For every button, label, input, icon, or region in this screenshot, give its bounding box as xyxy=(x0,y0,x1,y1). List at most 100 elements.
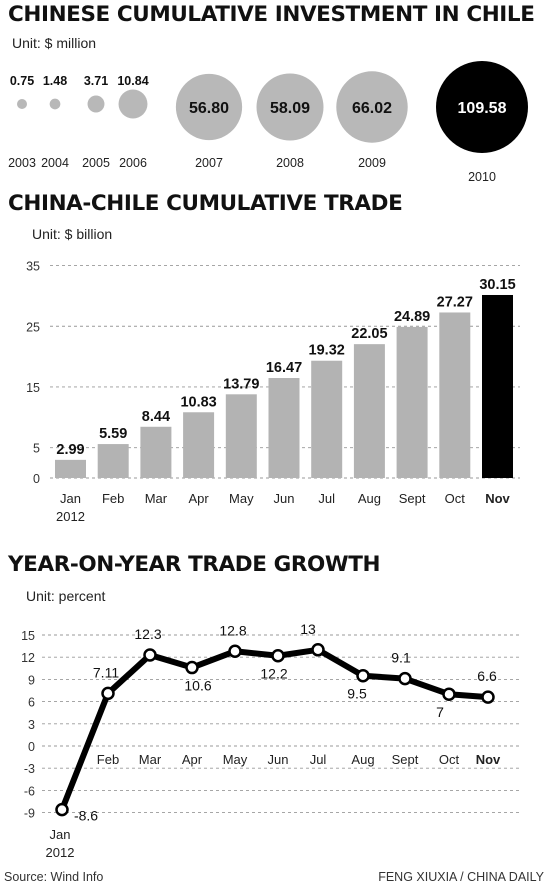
trade-x-label: Mar xyxy=(145,491,168,506)
growth-y-tick: 0 xyxy=(28,740,35,754)
trade-value-label: 10.83 xyxy=(180,394,216,410)
investment-value-label: 10.84 xyxy=(117,74,148,88)
trade-value-label: 19.32 xyxy=(309,343,345,359)
trade-y-tick: 35 xyxy=(26,260,40,274)
trade-x-year-label: 2012 xyxy=(56,509,85,524)
growth-point-Sept xyxy=(398,671,412,686)
investment-value-label: 66.02 xyxy=(352,100,392,117)
growth-value-label: 13 xyxy=(300,621,316,637)
growth-x-label: Jul xyxy=(310,752,327,767)
trade-bar-Apr xyxy=(183,412,215,478)
growth-value-label: 7 xyxy=(436,704,444,720)
growth-point-Jul xyxy=(311,643,325,657)
trade-x-label: Aug xyxy=(358,491,381,506)
trade-bar-Aug xyxy=(353,344,385,478)
trade-unit-label: Unit: $ billion xyxy=(32,226,113,242)
trade-x-label: Sept xyxy=(399,491,426,506)
growth-x-year-label: 2012 xyxy=(46,845,75,860)
trade-value-label: 2.99 xyxy=(56,442,84,458)
credit-note: FENG XIUXIA / CHINA DAILY xyxy=(378,870,544,884)
growth-x-label: Nov xyxy=(476,752,501,767)
growth-y-tick: 12 xyxy=(21,651,35,665)
investment-bubble-2006 xyxy=(118,89,148,119)
growth-value-label: -8.6 xyxy=(74,808,98,824)
growth-y-tick: -6 xyxy=(24,784,35,798)
growth-point-Aug xyxy=(356,668,370,683)
growth-point-Jun xyxy=(271,648,285,663)
growth-value-label: 7.11 xyxy=(93,664,119,680)
growth-x-label: Aug xyxy=(351,752,374,767)
trade-x-label: Feb xyxy=(102,491,124,506)
growth-x-label: Jan xyxy=(50,827,71,842)
growth-x-label: Sept xyxy=(392,752,419,767)
growth-x-label: Apr xyxy=(182,752,203,767)
investment-bubble-2007 xyxy=(175,73,243,141)
trade-value-label: 5.59 xyxy=(99,426,127,442)
growth-value-label: 9.1 xyxy=(391,650,411,666)
growth-point-May xyxy=(228,644,242,659)
growth-y-tick: -9 xyxy=(24,807,35,821)
trade-x-label: Jan xyxy=(60,491,81,506)
growth-value-label: 12.8 xyxy=(219,622,246,638)
trade-bar-Mar xyxy=(140,426,172,478)
investment-value-label: 109.58 xyxy=(458,100,507,117)
trade-bar-May xyxy=(225,394,257,478)
growth-point-Nov xyxy=(481,690,495,704)
source-note: Source: Wind Info xyxy=(4,870,104,884)
trade-x-label: Apr xyxy=(188,491,209,506)
trade-x-label: May xyxy=(229,491,254,506)
trade-bar-Jul xyxy=(311,360,343,478)
investment-year-label: 2009 xyxy=(358,156,386,170)
growth-point-Mar xyxy=(143,648,157,662)
trade-bar-Jun xyxy=(268,378,300,478)
growth-x-label: Mar xyxy=(139,752,162,767)
trade-y-tick: 5 xyxy=(33,442,40,456)
investment-bubble-2004 xyxy=(49,98,61,110)
growth-point-Feb xyxy=(101,686,115,701)
investment-chart-title: CHINESE CUMULATIVE INVESTMENT IN CHILE xyxy=(8,2,535,27)
investment-bubble-2009 xyxy=(336,71,408,143)
trade-value-label: 30.15 xyxy=(479,277,515,293)
trade-bar-Sept xyxy=(396,326,428,478)
trade-chart-title: CHINA-CHILE CUMULATIVE TRADE xyxy=(8,191,403,216)
growth-point-Oct xyxy=(442,687,456,701)
trade-x-label: Jun xyxy=(274,491,295,506)
investment-year-label: 2006 xyxy=(119,156,147,170)
growth-x-label: May xyxy=(223,752,248,767)
growth-y-tick: -3 xyxy=(24,762,35,776)
growth-value-label: 10.6 xyxy=(184,678,211,694)
growth-x-label: Feb xyxy=(97,752,119,767)
trade-y-tick: 0 xyxy=(33,472,40,486)
investment-value-label: 3.71 xyxy=(84,74,108,88)
investment-year-label: 2003 xyxy=(8,156,36,170)
investment-value-label: 56.80 xyxy=(189,100,229,117)
investment-bubble-2003 xyxy=(17,99,27,109)
growth-point-Apr xyxy=(185,660,199,675)
growth-value-label: 9.5 xyxy=(347,686,367,702)
growth-chart-title: YEAR-ON-YEAR TRADE GROWTH xyxy=(8,552,381,577)
investment-value-label: 1.48 xyxy=(43,74,67,88)
investment-year-label: 2010 xyxy=(468,170,496,184)
trade-value-label: 13.79 xyxy=(223,376,259,392)
growth-x-label: Jun xyxy=(268,752,289,767)
trade-value-label: 24.89 xyxy=(394,309,430,325)
investment-unit-label: Unit: $ million xyxy=(12,35,97,51)
trade-x-label: Jul xyxy=(318,491,335,506)
trade-value-label: 27.27 xyxy=(437,294,473,310)
trade-bar-Jan xyxy=(55,459,86,478)
trade-value-label: 8.44 xyxy=(142,409,170,425)
trade-x-label: Oct xyxy=(445,491,466,506)
investment-year-label: 2008 xyxy=(276,156,304,170)
trade-bar-Feb xyxy=(97,444,129,478)
growth-y-tick: 6 xyxy=(28,696,35,710)
investment-value-label: 0.75 xyxy=(10,74,34,88)
trade-value-label: 16.47 xyxy=(266,360,302,376)
investment-year-label: 2007 xyxy=(195,156,223,170)
growth-value-label: 12.3 xyxy=(134,626,161,642)
investment-bubble-2008 xyxy=(256,73,324,141)
trade-value-label: 22.05 xyxy=(351,326,387,342)
growth-y-tick: 15 xyxy=(21,629,35,643)
growth-point-Jan xyxy=(55,802,69,817)
trade-y-tick: 15 xyxy=(26,381,40,395)
trade-y-tick: 25 xyxy=(26,320,40,334)
